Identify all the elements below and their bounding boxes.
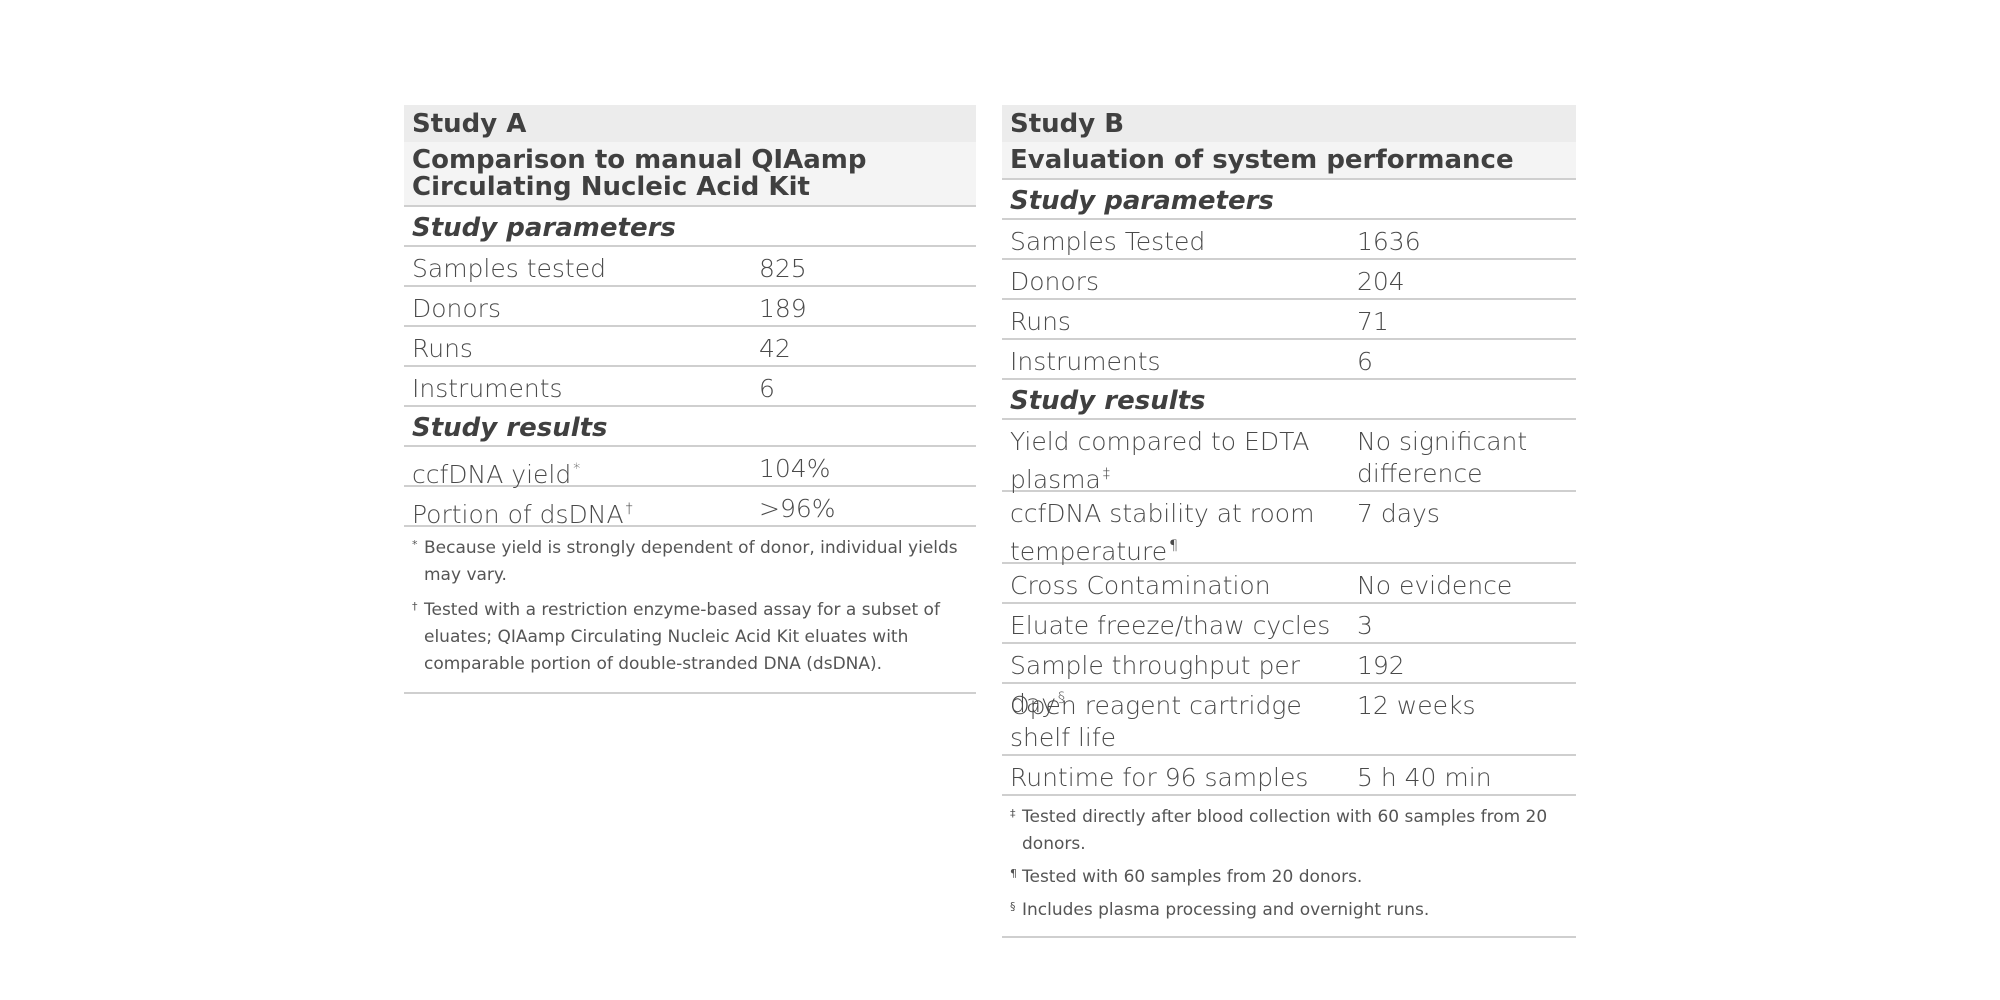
footnote-text: Tested with 60 samples from 20 donors. xyxy=(1022,867,1363,887)
table-row: Eluate freeze/thaw cycles 3 xyxy=(1002,604,1576,644)
study-a-table: Study A Comparison to manual QIAamp Circ… xyxy=(404,105,976,694)
label-text: Yield compared to EDTA plasma xyxy=(1010,427,1310,494)
footnote-text: Tested with a restriction enzyme-based a… xyxy=(424,600,940,674)
footnote: † Tested with a restriction enzyme-based … xyxy=(412,597,976,678)
study-b-title: Study B xyxy=(1002,105,1576,142)
row-label: Runs xyxy=(1010,307,1071,336)
study-a-results-label: Study results xyxy=(404,407,976,447)
row-label: Eluate freeze/thaw cycles xyxy=(1010,611,1331,640)
footnote-mark: * xyxy=(573,461,581,477)
row-value: 5 h 40 min xyxy=(1357,763,1492,792)
footnote: § Includes plasma processing and overnigh… xyxy=(1010,897,1576,924)
row-value: 1636 xyxy=(1357,227,1421,256)
table-row: Runtime for 96 samples 5 h 40 min xyxy=(1002,756,1576,796)
row-label: Instruments xyxy=(1010,347,1161,376)
label-text: Sample throughput per day xyxy=(1010,651,1301,718)
footnote: * Because yield is strongly dependent of … xyxy=(412,535,976,589)
study-a-params-label: Study parameters xyxy=(404,207,976,247)
row-label: Open reagent cartridge shelf life xyxy=(1010,691,1302,752)
label-text: ccfDNA yield xyxy=(412,460,572,489)
row-label: Sample throughput per day § xyxy=(1002,644,1349,718)
footnote-mark: ¶ xyxy=(1169,538,1179,554)
row-value: 6 xyxy=(1357,347,1373,376)
row-value: 104% xyxy=(759,454,831,483)
table-row: Portion of dsDNA † >96% xyxy=(404,487,976,529)
row-value: 42 xyxy=(759,334,791,363)
row-label: Runs xyxy=(412,334,473,363)
table-row: Yield compared to EDTA plasma ‡ No signif… xyxy=(1002,420,1576,494)
table-row: Samples tested 825 xyxy=(404,247,976,287)
footnote: ‡ Tested directly after blood collection … xyxy=(1010,804,1576,858)
footnote-mark: ‡ xyxy=(1010,807,1016,820)
row-value: 192 xyxy=(1357,651,1405,680)
table-row: Samples Tested 1636 xyxy=(1002,220,1576,260)
table-row: ccfDNA stability at room temperature ¶ 7 … xyxy=(1002,492,1576,566)
row-label: ccfDNA yield * xyxy=(404,447,751,489)
row-label: Samples Tested xyxy=(1010,227,1206,256)
table-row: Runs 71 xyxy=(1002,300,1576,340)
table-row: Runs 42 xyxy=(404,327,976,367)
footnote-mark: * xyxy=(412,538,418,551)
footnote: ¶ Tested with 60 samples from 20 donors. xyxy=(1010,864,1576,891)
study-a-title: Study A xyxy=(404,105,976,142)
row-label: Samples tested xyxy=(412,254,606,283)
row-label: Donors xyxy=(1010,267,1099,296)
row-value: 7 days xyxy=(1357,499,1440,528)
footnote-text: Tested directly after blood collection w… xyxy=(1022,807,1548,854)
row-label: Yield compared to EDTA plasma ‡ xyxy=(1002,420,1349,494)
footnote-text: Includes plasma processing and overnight… xyxy=(1022,900,1430,920)
study-a-heading: Comparison to manual QIAamp Circulating … xyxy=(404,142,976,207)
study-b-heading: Evaluation of system performance xyxy=(1002,142,1576,180)
table-row: Cross Contamination No evidence xyxy=(1002,564,1576,604)
study-b-params-label: Study parameters xyxy=(1002,180,1576,220)
footnote-mark: ‡ xyxy=(1102,466,1110,482)
row-value: 189 xyxy=(759,294,807,323)
row-value: >96% xyxy=(759,494,836,523)
row-value: 12 weeks xyxy=(1357,691,1476,720)
study-b-footnotes: ‡ Tested directly after blood collection … xyxy=(1002,796,1576,938)
label-text: ccfDNA stability at room temperature xyxy=(1010,499,1315,566)
row-value: No evidence xyxy=(1357,571,1513,600)
row-value: 825 xyxy=(759,254,807,283)
row-value: No significant difference xyxy=(1357,427,1528,488)
table-row: Instruments 6 xyxy=(1002,340,1576,380)
footnote-mark: † xyxy=(412,600,418,613)
study-b-results-label: Study results xyxy=(1002,380,1576,420)
table-row: Donors 189 xyxy=(404,287,976,327)
row-value: 6 xyxy=(759,374,775,403)
footnote-mark: † xyxy=(625,501,633,517)
row-value: 71 xyxy=(1357,307,1389,336)
footnote-text: Because yield is strongly dependent of d… xyxy=(424,538,958,585)
row-value: 3 xyxy=(1357,611,1373,640)
table-row: ccfDNA yield * 104% xyxy=(404,447,976,489)
study-b-table: Study B Evaluation of system performance… xyxy=(1002,105,1576,938)
row-label: Instruments xyxy=(412,374,563,403)
footnote-mark: ¶ xyxy=(1010,867,1017,880)
footnote-mark: § xyxy=(1057,690,1065,706)
row-label: Cross Contamination xyxy=(1010,571,1271,600)
row-value: 204 xyxy=(1357,267,1405,296)
row-label: Portion of dsDNA † xyxy=(404,487,751,529)
table-row: Sample throughput per day § 192 xyxy=(1002,644,1576,718)
table-row: Instruments 6 xyxy=(404,367,976,407)
row-label: ccfDNA stability at room temperature ¶ xyxy=(1002,492,1349,566)
table-row: Donors 204 xyxy=(1002,260,1576,300)
table-row: Open reagent cartridge shelf life 12 wee… xyxy=(1002,684,1576,756)
study-a-footnotes: * Because yield is strongly dependent of … xyxy=(404,527,976,694)
footnote-mark: § xyxy=(1010,900,1016,913)
row-label: Runtime for 96 samples xyxy=(1010,763,1309,792)
row-label: Donors xyxy=(412,294,501,323)
label-text: Portion of dsDNA xyxy=(412,500,624,529)
